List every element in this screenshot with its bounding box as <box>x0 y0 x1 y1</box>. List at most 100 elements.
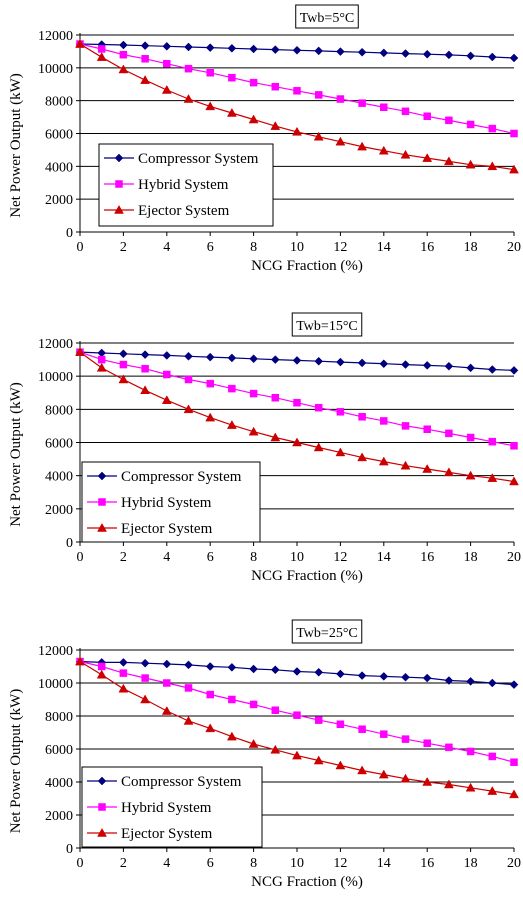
data-point <box>162 659 172 669</box>
data-point <box>380 103 388 111</box>
legend-label: Compressor System <box>121 774 242 790</box>
y-tick-label: 4000 <box>45 776 73 791</box>
data-point <box>422 776 433 786</box>
data-point <box>466 747 475 756</box>
data-point <box>379 48 389 58</box>
legend: Compressor System Hybrid System Ejector Sy… <box>81 461 261 543</box>
data-point <box>509 164 519 174</box>
data-point <box>270 355 280 364</box>
data-point <box>97 45 106 53</box>
data-point <box>488 437 497 446</box>
y-tick-label: 4000 <box>45 160 73 175</box>
series-3 <box>75 39 519 174</box>
data-point <box>357 47 367 57</box>
data-point <box>466 120 475 129</box>
data-point <box>292 45 302 55</box>
legend-marker <box>97 776 107 786</box>
x-tick-label: 10 <box>290 856 304 871</box>
data-point <box>509 53 519 63</box>
y-tick-label: 6000 <box>45 743 73 758</box>
x-tick-label: 4 <box>163 240 170 255</box>
y-tick-label: 12000 <box>38 29 73 44</box>
data-point <box>184 684 193 692</box>
data-point <box>119 360 128 369</box>
data-point <box>378 145 389 155</box>
legend-marker <box>98 803 106 811</box>
data-point <box>206 690 214 699</box>
y-tick-label: 2000 <box>45 809 73 824</box>
data-point <box>510 758 518 766</box>
data-point <box>184 375 193 384</box>
data-point <box>162 351 172 360</box>
data-point <box>466 51 475 61</box>
data-point <box>75 656 85 666</box>
data-point <box>423 739 431 747</box>
data-point <box>119 349 128 359</box>
x-tick-label: 12 <box>333 550 347 565</box>
data-point <box>336 357 345 367</box>
legend-label: Ejector System <box>121 521 213 537</box>
data-point <box>444 361 454 371</box>
data-point <box>97 662 106 671</box>
y-tick-label: 6000 <box>45 128 73 143</box>
data-point <box>336 408 345 416</box>
data-point <box>336 720 345 728</box>
data-point <box>401 49 410 58</box>
data-point <box>183 94 194 103</box>
data-point <box>206 379 214 388</box>
x-tick-label: 10 <box>290 550 304 565</box>
chart-title: Twb=25°C <box>296 626 358 641</box>
data-point <box>248 739 259 748</box>
data-point <box>184 64 193 73</box>
x-tick-label: 16 <box>420 240 434 255</box>
y-axis-label: Net Power Output (kW) <box>8 73 24 218</box>
data-point <box>510 129 518 138</box>
data-point <box>379 359 389 369</box>
data-point <box>119 40 128 50</box>
chart-panel-1: 0 2000 4000 6000 8000 10000 12000 0 2 4 6 8 10 12 14 16… <box>8 4 521 274</box>
x-axis-label: NCG Fraction (%) <box>251 258 363 274</box>
data-point <box>313 131 324 141</box>
data-point <box>335 447 346 457</box>
data-point <box>357 141 368 151</box>
data-point <box>314 667 324 677</box>
x-tick-label: 14 <box>377 550 391 565</box>
data-point <box>488 752 497 761</box>
y-tick-label: 4000 <box>45 470 73 485</box>
y-tick-label: 12000 <box>38 644 73 659</box>
data-point <box>119 658 128 667</box>
x-tick-label: 18 <box>464 856 478 871</box>
x-tick-label: 8 <box>250 856 257 871</box>
x-tick-label: 6 <box>207 550 214 565</box>
legend-marker <box>97 522 107 532</box>
data-point <box>422 464 433 473</box>
y-tick-label: 8000 <box>45 95 73 110</box>
x-tick-label: 2 <box>120 550 127 565</box>
y-tick-label: 6000 <box>45 437 73 452</box>
x-axis-label: NCG Fraction (%) <box>251 874 363 890</box>
y-tick-label: 8000 <box>45 710 73 725</box>
data-point <box>249 44 258 54</box>
data-point <box>293 398 301 407</box>
data-point <box>249 354 258 364</box>
x-tick-label: 18 <box>464 550 478 565</box>
data-point <box>314 91 323 99</box>
x-tick-label: 20 <box>507 240 521 255</box>
data-point <box>140 658 150 668</box>
data-point <box>465 782 476 792</box>
data-point <box>336 47 345 56</box>
data-point <box>249 389 258 398</box>
data-point <box>228 73 236 82</box>
x-tick-label: 8 <box>250 550 257 565</box>
y-tick-label: 2000 <box>45 193 73 208</box>
data-point <box>271 706 280 714</box>
data-point <box>509 366 519 375</box>
data-point <box>97 348 107 358</box>
chart-title: Twb=5°C <box>300 11 355 26</box>
data-point <box>336 95 345 103</box>
data-point <box>140 41 150 51</box>
data-point <box>227 43 237 53</box>
data-point <box>270 432 281 442</box>
data-point <box>401 107 410 116</box>
x-tick-label: 2 <box>120 856 127 871</box>
